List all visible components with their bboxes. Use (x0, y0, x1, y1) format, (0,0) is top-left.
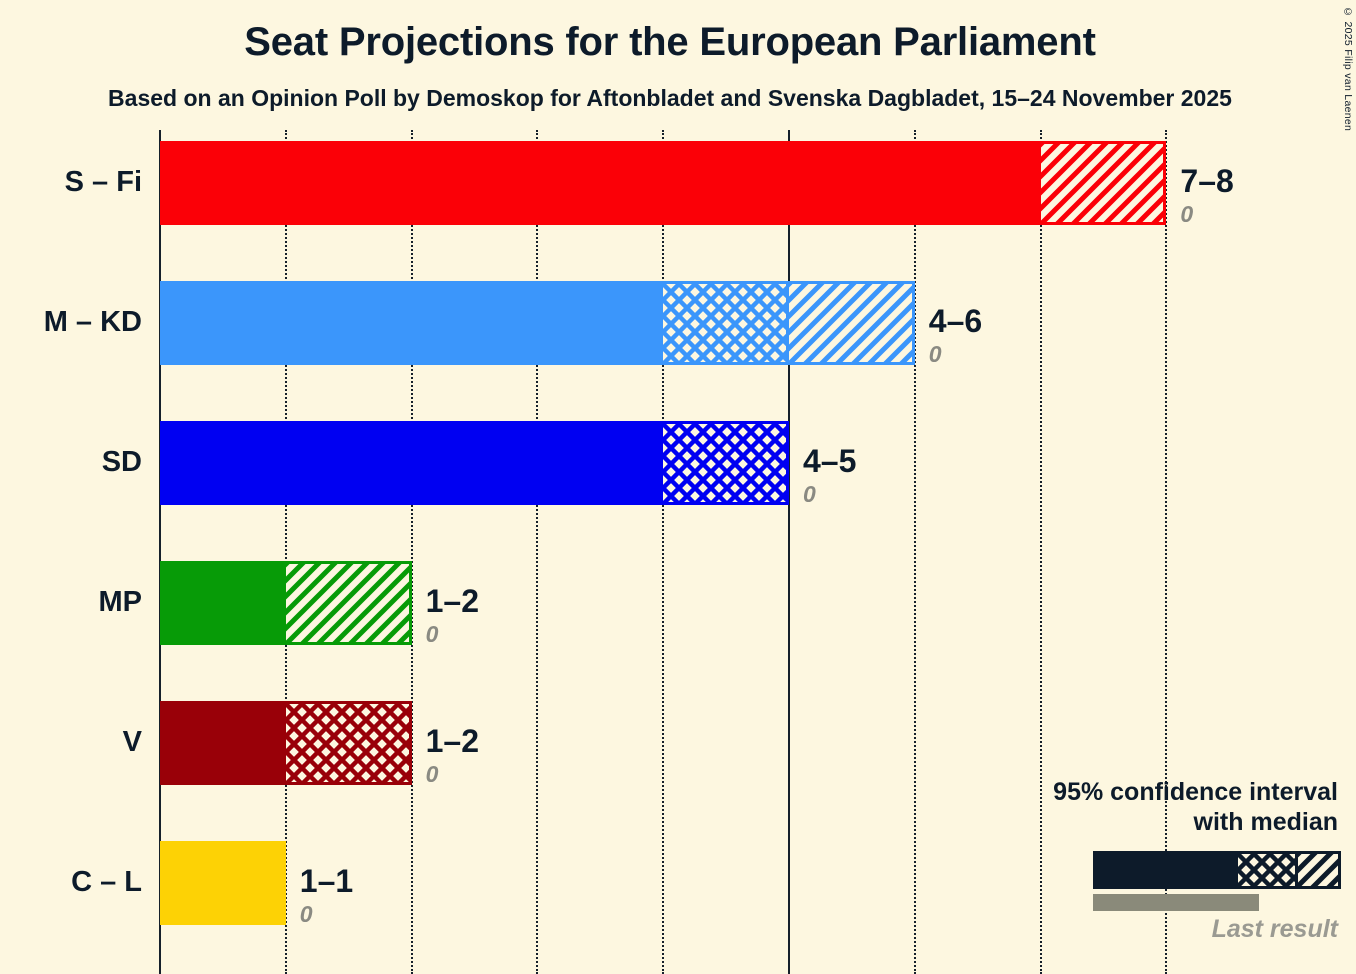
bar-row: V 1–2 0 (0, 701, 1356, 787)
bar-category-label: SD (101, 446, 142, 478)
gridline-7 (1039, 130, 1042, 974)
confidence-interval-bar (160, 561, 412, 645)
confidence-interval-bar (160, 701, 412, 785)
bar-last-result: 0 (1180, 201, 1194, 227)
confidence-interval-bar (160, 141, 1167, 225)
bar-category-label: S – Fi (64, 166, 142, 198)
legend-last-result-bar (1093, 894, 1259, 911)
confidence-interval-bar (160, 281, 915, 365)
bar-value-range: 1–1 (299, 863, 354, 899)
bar-last-result: 0 (425, 621, 439, 647)
bar-segment-solid (160, 421, 664, 505)
bar-value-range: 1–2 (425, 583, 479, 619)
gridline-8 (1165, 130, 1168, 974)
bar-segment-diagonal (788, 281, 915, 365)
bar-last-result: 0 (425, 761, 439, 787)
copyright-notice: © 2025 Filip van Laenen (1342, 6, 1354, 132)
legend-seg-crosshatch (1238, 851, 1298, 889)
legend-ci-line1: 95% confidence interval (1053, 778, 1338, 806)
legend-sample-bar (1093, 851, 1341, 889)
plot-area: S – Fi 7–8 0 M – KD 4–6 0 SD 4–5 0 MP 1–2 0 V 1–2 0 C –… (0, 130, 1356, 974)
legend-seg-diagonal (1298, 851, 1341, 889)
gridline-4 (662, 130, 665, 974)
confidence-interval-bar (160, 421, 789, 505)
bar-value-range: 1–2 (425, 723, 479, 759)
bar-category-label: MP (98, 586, 143, 618)
bar-row: MP 1–2 0 (0, 561, 1356, 647)
bar-segment-diagonal (285, 561, 412, 645)
bar-row: M – KD 4–6 0 (0, 281, 1356, 367)
bar-last-result: 0 (928, 341, 942, 367)
gridline-6 (913, 130, 916, 974)
page-title: Seat Projections for the European Parlia… (244, 20, 1096, 64)
bar-value-range: 4–5 (803, 443, 857, 479)
bar-segment-crosshatch (285, 701, 412, 785)
bar-segment-solid (160, 841, 286, 925)
gridline-3 (536, 130, 539, 974)
bar-segment-solid (160, 701, 286, 785)
legend-last-result-label: Last result (1211, 915, 1338, 943)
bar-segment-crosshatch (663, 281, 789, 365)
bar-last-result: 0 (803, 481, 816, 507)
gridline-1 (284, 130, 287, 974)
bar-row: C – L 1–1 0 (0, 841, 1356, 927)
legend-seg-solid (1093, 851, 1238, 889)
bar-category-label: C – L (71, 866, 142, 898)
gridline-2 (410, 130, 413, 974)
bar-segment-solid (160, 561, 286, 645)
bar-segment-diagonal (1040, 141, 1167, 225)
bar-row: S – Fi 7–8 0 (0, 141, 1356, 227)
gridline-5 (788, 130, 790, 974)
page-subtitle: Based on an Opinion Poll by Demoskop for… (108, 85, 1232, 111)
bar-row: SD 4–5 0 (0, 421, 1356, 507)
gridline-0 (159, 130, 161, 974)
bar-category-label: V (122, 726, 142, 758)
confidence-interval-bar (160, 841, 286, 925)
legend-caption: 95% confidence interval with median (918, 778, 1338, 837)
bar-category-label: M – KD (43, 306, 142, 338)
legend-ci-line2: with median (1193, 807, 1338, 836)
bar-segment-solid (160, 281, 664, 365)
bar-value-range: 4–6 (928, 303, 983, 339)
bar-segment-crosshatch (663, 421, 789, 505)
bar-value-range: 7–8 (1180, 163, 1234, 199)
bar-segment-solid (160, 141, 1041, 225)
bar-last-result: 0 (299, 901, 313, 927)
